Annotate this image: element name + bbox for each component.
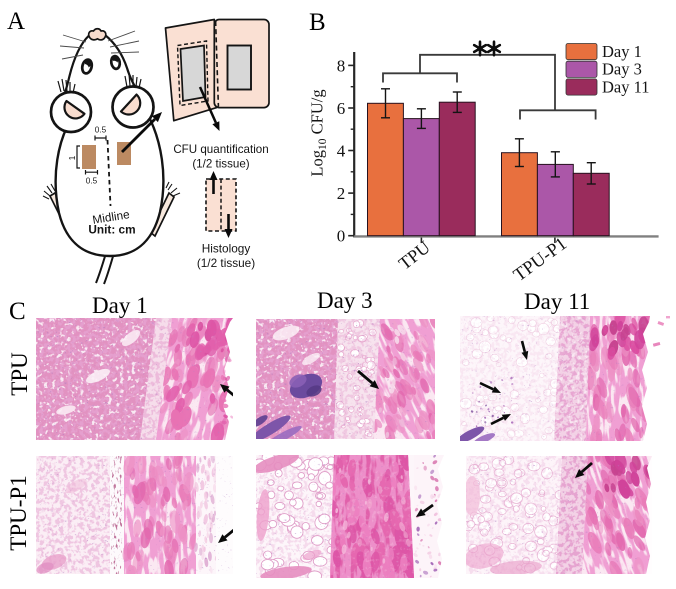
svg-text:1: 1 <box>68 155 77 160</box>
svg-text:Day 11: Day 11 <box>602 77 650 96</box>
svg-text:Log10 CFU/g: Log10 CFU/g <box>308 89 329 176</box>
svg-text:CFU quantification: CFU quantification <box>173 143 268 156</box>
svg-text:0.5: 0.5 <box>86 177 98 186</box>
svg-text:6: 6 <box>337 99 346 118</box>
svg-text:Unit: cm: Unit: cm <box>88 223 135 237</box>
svg-text:(1/2 tissue): (1/2 tissue) <box>197 256 255 270</box>
svg-text:Day 1: Day 1 <box>602 42 642 61</box>
svg-text:TPU-P1: TPU-P1 <box>510 234 571 286</box>
svg-text:0: 0 <box>337 227 346 246</box>
svg-text:TPU: TPU <box>395 237 434 274</box>
svg-text:Day 3: Day 3 <box>602 60 642 79</box>
svg-text:(1/2 tissue): (1/2 tissue) <box>192 158 249 171</box>
svg-text:4: 4 <box>337 142 346 161</box>
svg-text:0.5: 0.5 <box>95 126 107 135</box>
svg-text:8: 8 <box>337 56 346 75</box>
svg-text:Histology: Histology <box>202 242 251 256</box>
svg-text:2: 2 <box>337 184 346 203</box>
svg-text:Midline: Midline <box>91 207 131 227</box>
